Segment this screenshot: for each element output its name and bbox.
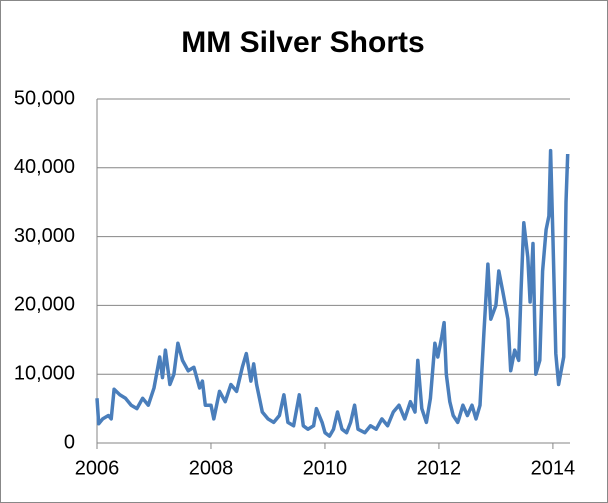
- x-tick-label: 2006: [75, 457, 120, 479]
- y-tick-label: 10,000: [14, 362, 75, 384]
- chart-title: MM Silver Shorts: [181, 26, 424, 59]
- x-tick-label: 2012: [417, 457, 462, 479]
- y-tick-label: 40,000: [14, 156, 75, 178]
- y-tick-label: 20,000: [14, 294, 75, 316]
- x-tick-label: 2008: [189, 457, 234, 479]
- x-tick-label: 2010: [303, 457, 348, 479]
- y-tick-label: 50,000: [14, 87, 75, 109]
- y-tick-label: 30,000: [14, 225, 75, 247]
- y-tick-label: 0: [64, 431, 75, 453]
- x-tick-label: 2014: [531, 457, 576, 479]
- data-line: [95, 148, 570, 438]
